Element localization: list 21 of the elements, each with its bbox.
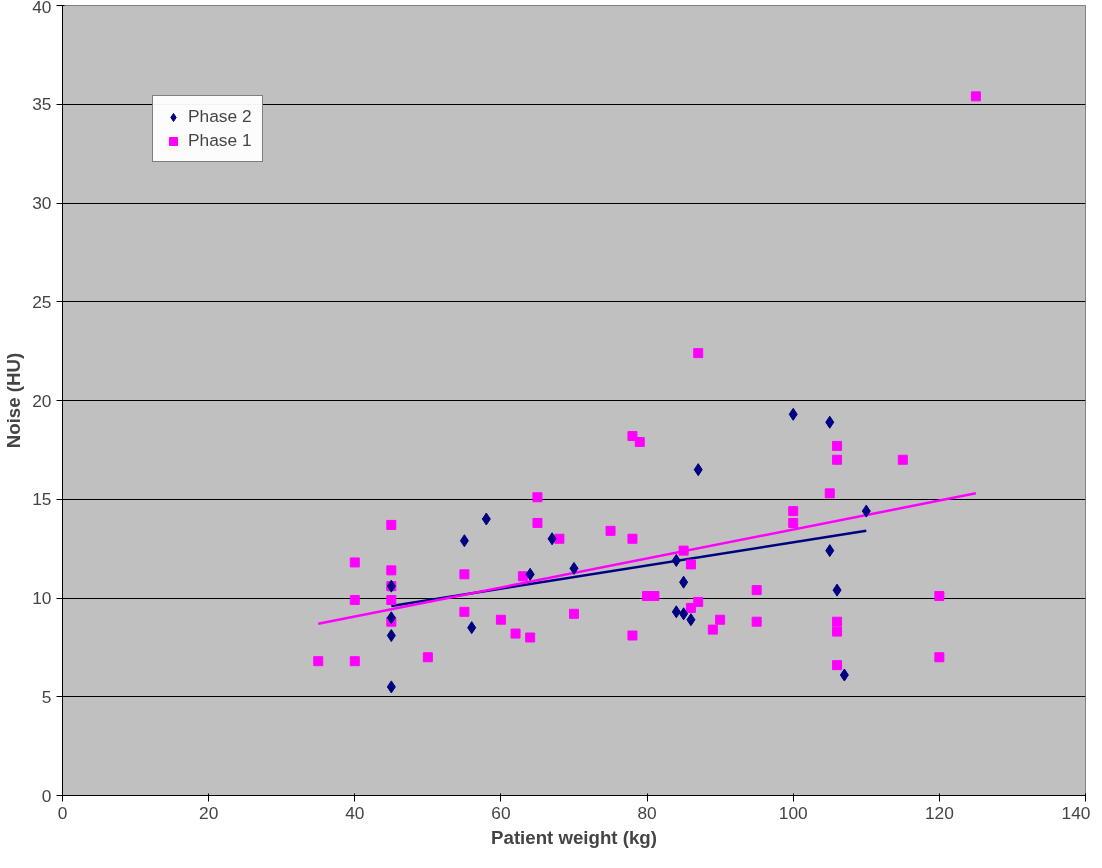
y-tick-label: 0 (41, 785, 52, 806)
y-tick-label: 25 (32, 291, 52, 312)
y-tick-label: 30 (32, 193, 52, 213)
legend-label: Phase 2 (188, 106, 252, 127)
y-tick-label: 15 (32, 489, 52, 510)
y-tick-label: 20 (32, 390, 52, 411)
y-tick-label: 35 (32, 94, 52, 115)
x-tick-label: 100 (778, 802, 808, 823)
y-tick-label: 10 (32, 588, 52, 608)
x-tick-label: 80 (637, 802, 657, 823)
y-tick-label: 40 (32, 0, 52, 17)
y-axis-title: Noise (HU) (3, 352, 25, 449)
x-tick-label: 60 (491, 802, 511, 823)
y-tick-label: 5 (41, 686, 52, 707)
x-tick-label: 20 (199, 802, 219, 823)
x-tick-label: 0 (57, 802, 68, 823)
x-axis-title: Patient weight (kg) (491, 826, 657, 848)
legend-label: Phase 1 (188, 130, 252, 151)
x-tick-label: 40 (345, 802, 365, 823)
x-tick-label: 120 (924, 802, 954, 823)
x-tick-label: 140 (1061, 802, 1091, 823)
